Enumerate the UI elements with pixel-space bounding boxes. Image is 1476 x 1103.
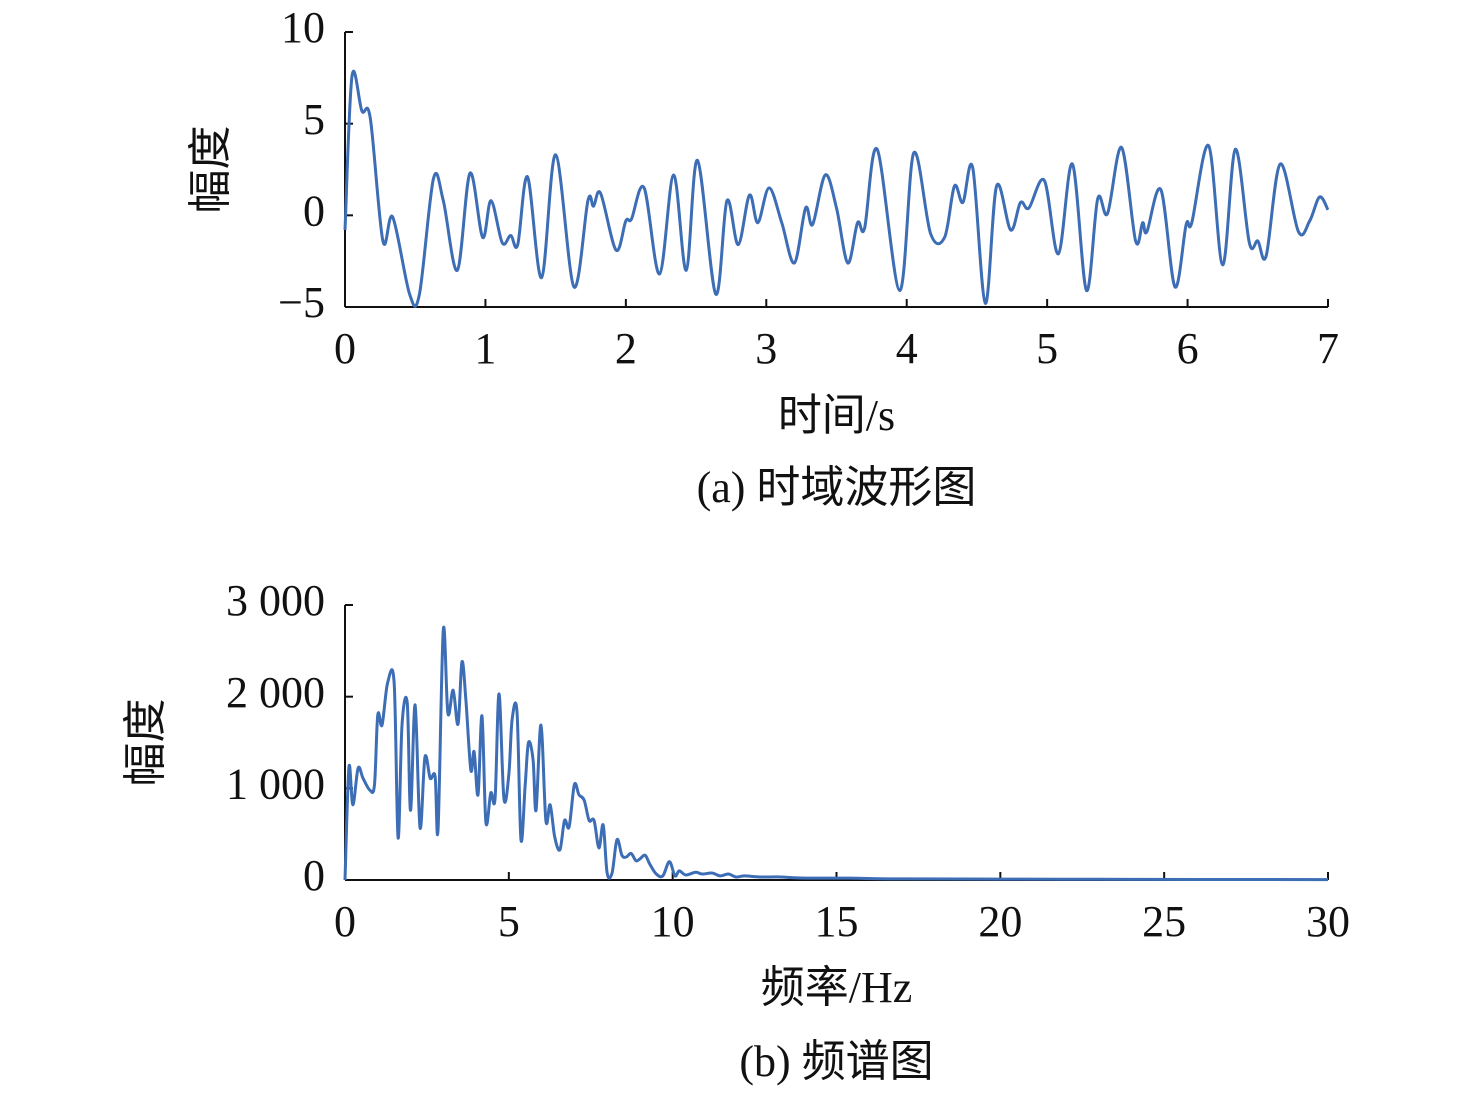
y-tick-label: 0 — [303, 851, 325, 900]
x-tick-label: 20 — [978, 897, 1022, 946]
y-tick-label: 1 000 — [226, 759, 325, 808]
y-tick-label: 10 — [281, 3, 325, 52]
x-tick-label: 2 — [615, 324, 637, 373]
caption: (a) 时域波形图 — [697, 463, 977, 512]
x-tick-label: 1 — [474, 324, 496, 373]
y-tick-label: 3 000 — [226, 576, 325, 625]
x-tick-label: 0 — [334, 897, 356, 946]
x-tick-label: 6 — [1177, 324, 1199, 373]
x-tick-label: 10 — [651, 897, 695, 946]
x-tick-label: 25 — [1142, 897, 1186, 946]
x-tick-label: 15 — [815, 897, 859, 946]
x-axis-label: 时间/s — [778, 391, 895, 440]
x-tick-label: 4 — [896, 324, 918, 373]
y-tick-label: −5 — [278, 278, 325, 327]
x-tick-label: 0 — [334, 324, 356, 373]
y-tick-label: 5 — [303, 95, 325, 144]
x-tick-label: 7 — [1317, 324, 1339, 373]
line — [343, 70, 1330, 308]
x-tick-label: 5 — [498, 897, 520, 946]
y-axis-label: 幅度 — [186, 126, 235, 214]
caption: (b) 频谱图 — [739, 1037, 933, 1086]
x-tick-label: 5 — [1036, 324, 1058, 373]
x-tick-label: 30 — [1306, 897, 1350, 946]
y-axis-label: 幅度 — [121, 699, 170, 787]
x-tick-label: 3 — [755, 324, 777, 373]
y-tick-label: 0 — [303, 186, 325, 235]
y-tick-label: 2 000 — [226, 668, 325, 717]
line — [343, 625, 1329, 882]
x-axis-label: 频率/Hz — [761, 963, 913, 1012]
